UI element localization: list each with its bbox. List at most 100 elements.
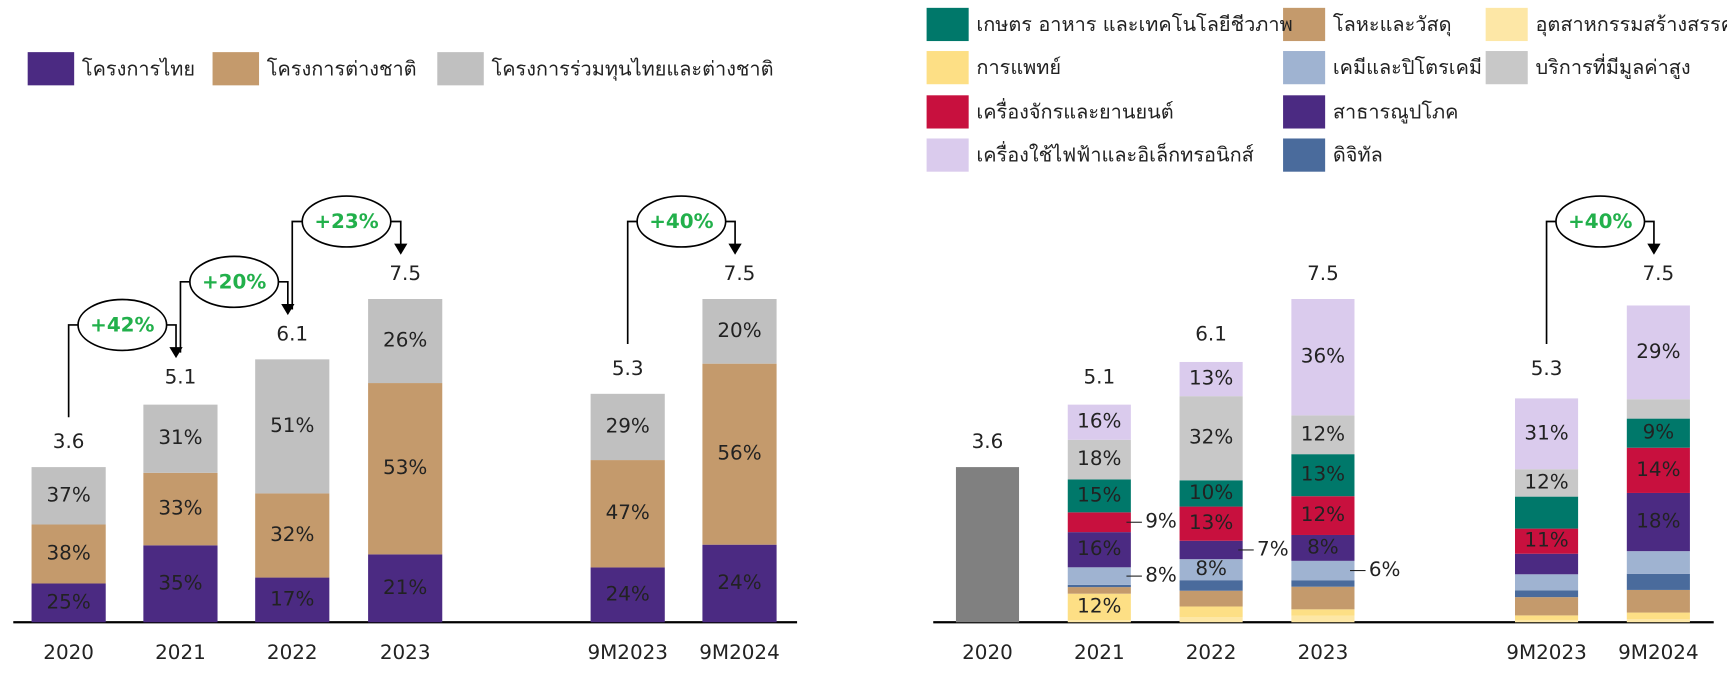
legend-swatch xyxy=(926,138,969,172)
legend-label: สาธารณูปโภค xyxy=(1333,101,1459,125)
legend-swatch xyxy=(926,51,969,85)
data-label: 29% xyxy=(1636,340,1680,363)
data-label: 7% xyxy=(1257,537,1289,560)
total-label: 5.1 xyxy=(165,366,197,389)
legend-label: โครงการไทย xyxy=(82,57,195,80)
data-label: 8% xyxy=(1145,564,1177,587)
annotation-label: +40% xyxy=(1568,210,1632,233)
annotation-arrow-line xyxy=(278,281,289,307)
arrowhead xyxy=(728,243,742,255)
bar-segment xyxy=(1514,615,1579,620)
bar-segment xyxy=(1291,586,1355,610)
legend-swatch xyxy=(1283,7,1326,42)
data-label: 13% xyxy=(1301,463,1345,486)
bar-segment xyxy=(31,524,106,584)
annotation-label: +42% xyxy=(90,314,154,337)
bar-segment xyxy=(1514,528,1579,554)
legend-swatch xyxy=(437,52,484,86)
data-label: 32% xyxy=(270,523,314,546)
total-label: 5.1 xyxy=(1083,366,1115,389)
data-label: 6% xyxy=(1369,558,1401,581)
annotation-line xyxy=(67,324,79,418)
bar-segment xyxy=(590,393,665,461)
x-tick-label: 9M2024 xyxy=(1618,641,1699,664)
total-label: 5.3 xyxy=(612,357,644,380)
total-label: 3.6 xyxy=(53,430,85,453)
annotation-line xyxy=(1545,220,1556,345)
arrowhead xyxy=(169,347,183,359)
data-label: 14% xyxy=(1636,458,1680,481)
bar-segment xyxy=(1067,479,1131,513)
legend-swatch xyxy=(1283,51,1326,85)
legend-swatch xyxy=(1485,7,1528,42)
arrowhead xyxy=(1647,243,1661,255)
legend-label: การแพทย์ xyxy=(976,56,1061,79)
legend-swatch xyxy=(212,52,260,86)
bar-segment xyxy=(1291,415,1355,455)
total-label: 7.5 xyxy=(1643,262,1675,285)
annotation-label: +23% xyxy=(314,210,378,233)
data-label: 26% xyxy=(383,329,427,352)
bar-segment xyxy=(255,359,330,494)
data-label: 31% xyxy=(158,426,202,449)
bar-segment xyxy=(31,467,106,525)
bar-segment xyxy=(1514,469,1579,497)
bar-segment xyxy=(1067,593,1131,621)
bar-segment xyxy=(1179,540,1243,560)
annotation-label: +40% xyxy=(649,210,713,233)
bar-segment xyxy=(1291,609,1355,616)
x-tick-label: 2023 xyxy=(1298,641,1349,664)
data-label: 17% xyxy=(270,587,314,610)
bar-segment xyxy=(1067,620,1131,623)
legend-label: เกษตร อาหาร และเทคโนโลยีชีวภาพ xyxy=(976,13,1292,36)
data-label: 12% xyxy=(1301,503,1345,526)
data-label: 56% xyxy=(717,442,761,465)
legend-swatch xyxy=(1485,51,1528,85)
arrowhead xyxy=(394,243,408,255)
bar-segment xyxy=(1067,587,1131,594)
data-label: 15% xyxy=(1077,483,1121,506)
bar-segment xyxy=(1179,396,1243,481)
total-label: 5.3 xyxy=(1531,357,1563,380)
bar-segment xyxy=(590,567,665,623)
bar-segment xyxy=(1067,567,1131,585)
bar-segment xyxy=(1067,532,1131,568)
bar-segment xyxy=(143,545,218,623)
data-label: 9% xyxy=(1145,510,1177,533)
bar-segment xyxy=(1514,398,1579,470)
x-tick-label: 2020 xyxy=(962,641,1013,664)
data-label: 8% xyxy=(1307,535,1339,558)
bar-segment xyxy=(1626,399,1690,419)
bar-segment xyxy=(1626,447,1690,493)
bar-segment xyxy=(1291,560,1355,581)
data-label: 31% xyxy=(1524,421,1568,444)
x-tick-label: 2023 xyxy=(380,641,431,664)
bar-segment xyxy=(1179,559,1243,581)
bar-segment xyxy=(1291,534,1355,561)
data-label: 53% xyxy=(383,456,427,479)
data-label: 47% xyxy=(606,501,650,524)
x-tick-label: 9M2023 xyxy=(587,641,668,664)
data-label: 13% xyxy=(1189,367,1233,390)
data-label: 12% xyxy=(1301,422,1345,445)
x-tick-label: 2022 xyxy=(267,641,318,664)
bar-segment xyxy=(1179,506,1243,541)
legend-label: โลหะและวัสดุ xyxy=(1333,13,1452,37)
legend-label: บริการที่มีมูลค่าสูง xyxy=(1535,53,1690,80)
data-label: 35% xyxy=(158,571,202,594)
data-label: 32% xyxy=(1189,426,1233,449)
data-label: 24% xyxy=(717,571,761,594)
bar-segment xyxy=(1179,580,1243,591)
total-label: 7.5 xyxy=(1307,262,1339,285)
legend-label: เคมีและปิโตรเคมี xyxy=(1333,56,1482,79)
data-label: 20% xyxy=(717,319,761,342)
arrowhead xyxy=(281,303,295,316)
x-tick-label: 2022 xyxy=(1186,641,1237,664)
annotation-line xyxy=(291,220,303,310)
bar-segment xyxy=(1514,574,1579,591)
bar-segment xyxy=(1179,606,1243,618)
total-label: 3.6 xyxy=(972,430,1004,453)
bar xyxy=(955,467,1020,623)
bar-segment xyxy=(702,544,777,623)
